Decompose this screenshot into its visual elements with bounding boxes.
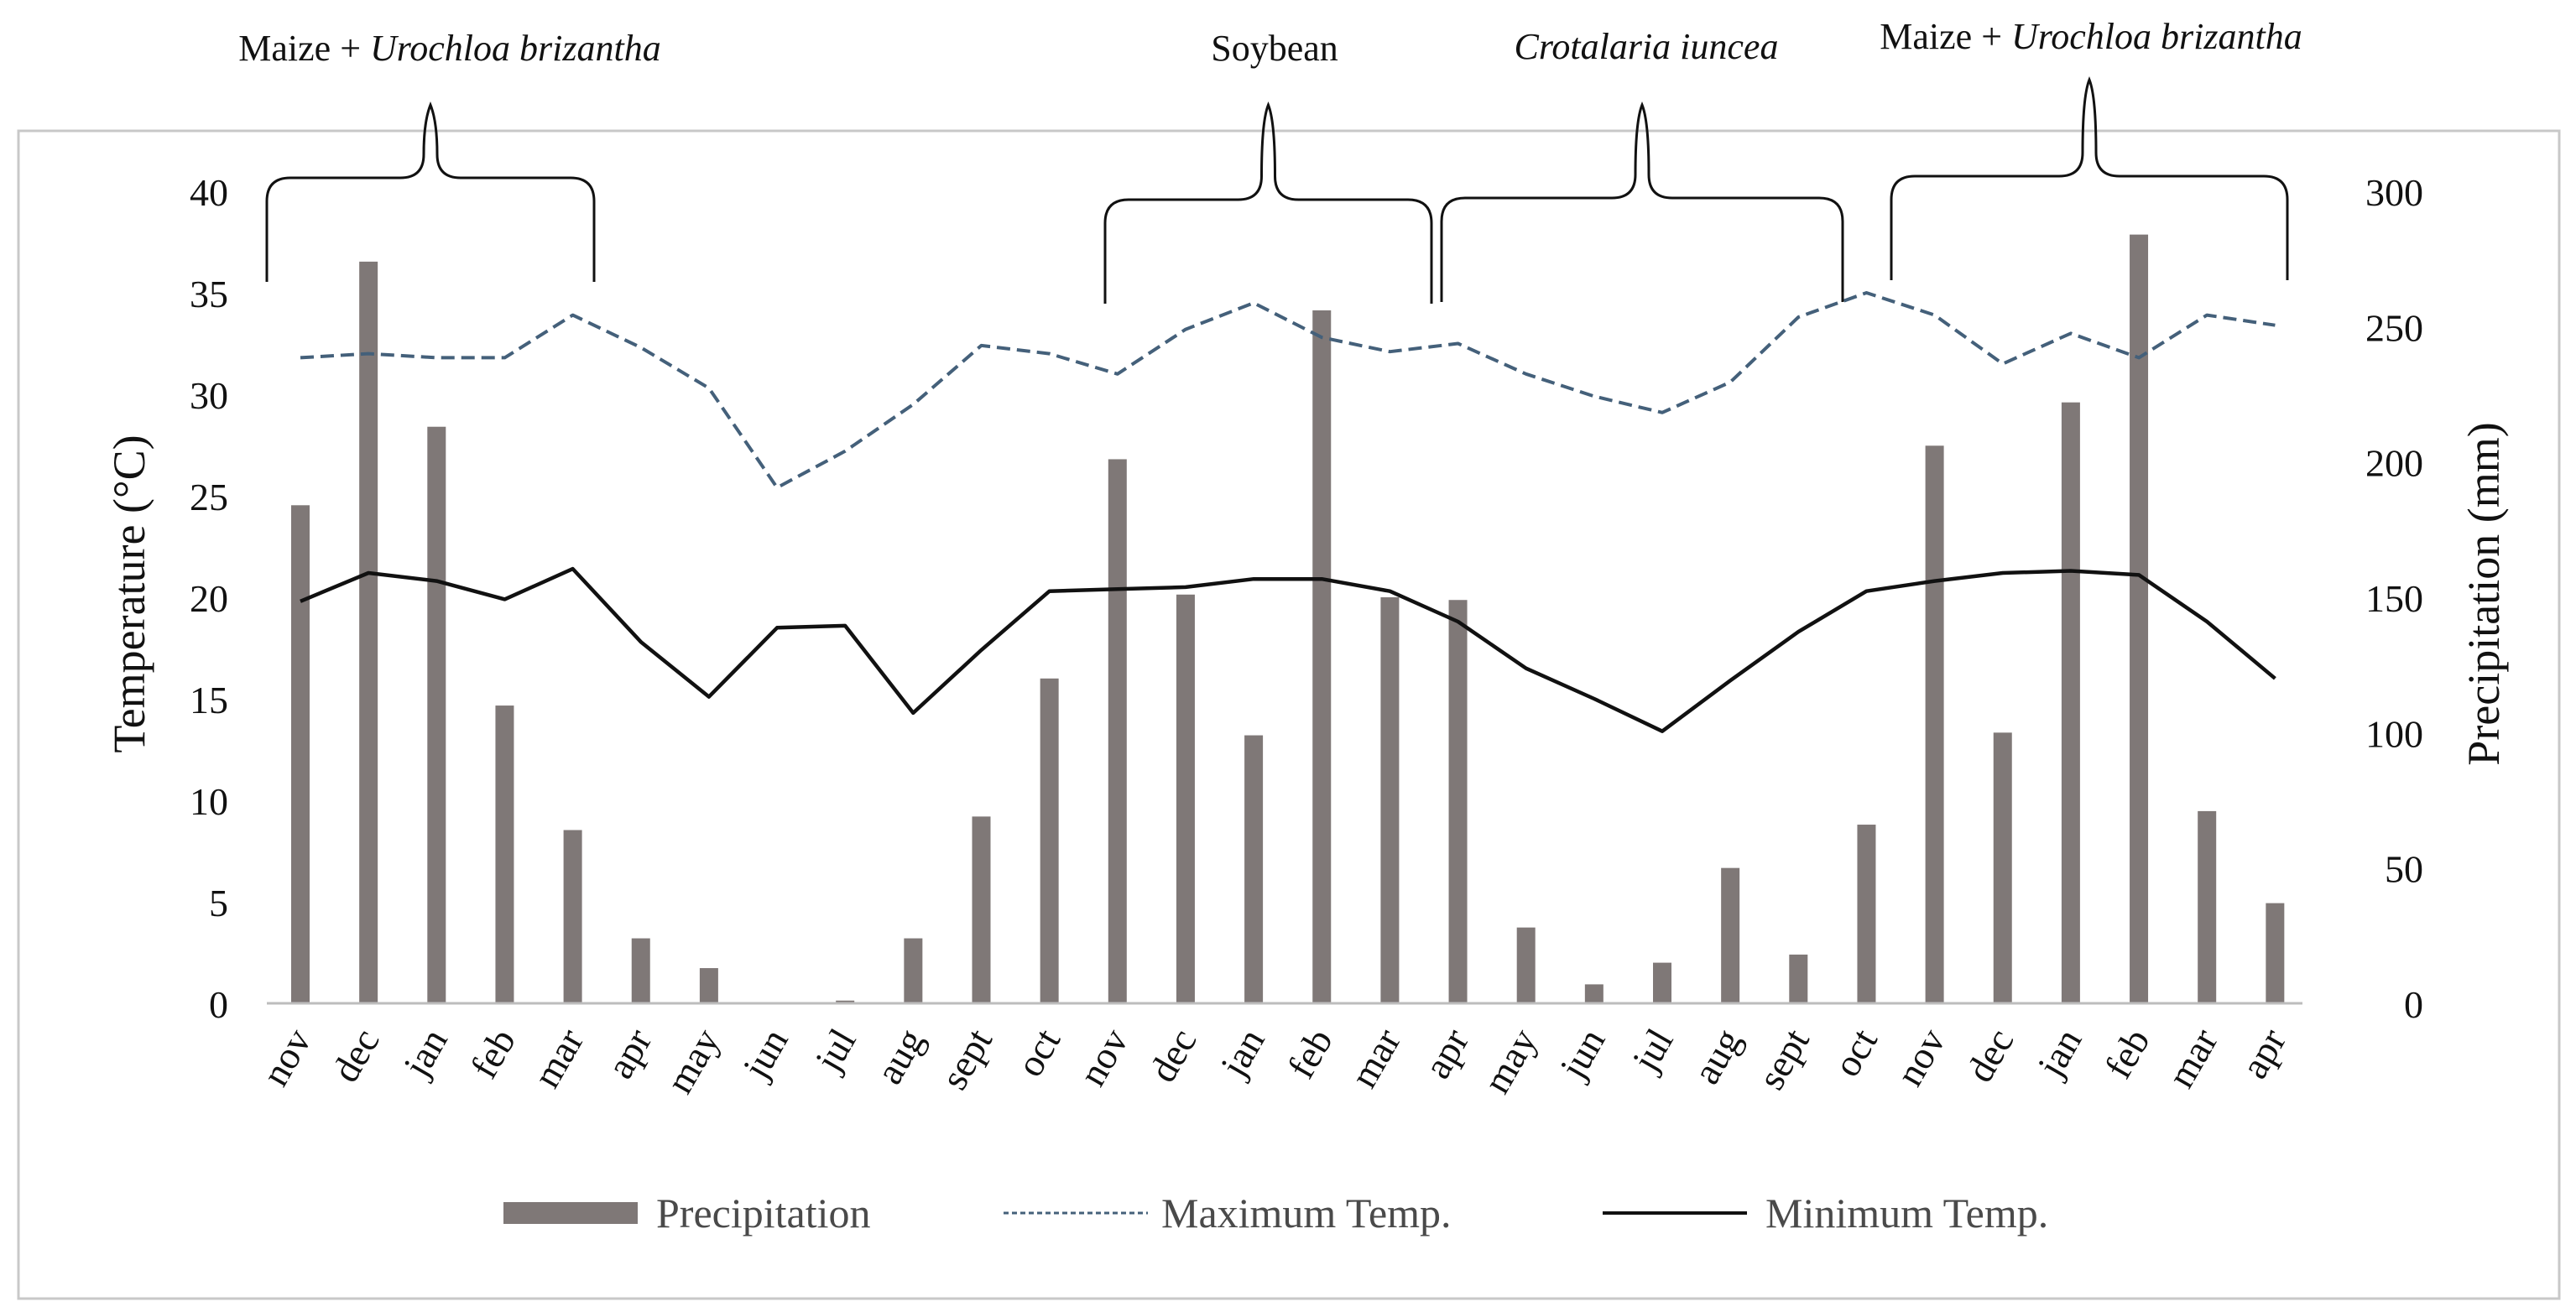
y-right-tick-label: 300: [2365, 171, 2423, 214]
x-tick-label: may: [658, 1022, 728, 1101]
x-tick-label: jul: [1623, 1022, 1681, 1080]
x-tick-label: sept: [932, 1021, 1000, 1096]
y-left-tick-label: 10: [190, 780, 228, 823]
precipitation-bar: [495, 705, 514, 1003]
crop-period-label: Crotalaria iuncea: [1515, 26, 1779, 67]
precipitation-bar: [1312, 310, 1332, 1003]
precipitation-bar: [1857, 825, 1876, 1003]
precipitation-bar: [291, 505, 310, 1003]
x-tick-label: feb: [462, 1022, 524, 1086]
y-right-tick-label: 200: [2365, 442, 2423, 485]
precipitation-bar: [2198, 810, 2217, 1003]
x-tick-label: nov: [253, 1022, 320, 1093]
x-tick-label: nov: [1888, 1022, 1954, 1093]
y-right-tick-label: 50: [2385, 848, 2423, 891]
precipitation-bar: [1721, 867, 1740, 1003]
x-tick-label: dec: [1958, 1022, 2021, 1090]
x-tick-label: may: [1475, 1022, 1546, 1101]
crop-period-brace: [1440, 101, 1844, 302]
x-tick-label: dec: [1141, 1022, 1205, 1090]
crop-period-label: Soybean: [1211, 28, 1338, 69]
x-tick-label: jul: [806, 1022, 863, 1080]
precipitation-bar: [904, 938, 923, 1003]
x-tick-label: feb: [1279, 1022, 1341, 1086]
precipitation-bar: [1176, 594, 1195, 1003]
temperature-lines: [300, 291, 2276, 733]
y-right-tick-label: 0: [2404, 983, 2423, 1026]
precipitation-bar: [836, 1000, 855, 1003]
x-tick-label: sept: [1749, 1021, 1817, 1096]
crop-period-brace: [265, 101, 596, 282]
precipitation-bar: [1448, 600, 1468, 1003]
x-tick-label: aug: [868, 1022, 932, 1091]
precipitation-bar: [972, 816, 991, 1003]
y-right-tick-label: 250: [2365, 306, 2423, 349]
crop-period-brace: [1103, 101, 1433, 304]
precipitation-bar: [1108, 459, 1127, 1003]
crop-period-label: Maize + Urochloa brizantha: [1880, 16, 2302, 57]
maximum-temp-line: [300, 291, 2276, 490]
precipitation-bar: [359, 261, 378, 1004]
legend-swatch-precipitation: [503, 1202, 638, 1224]
x-tick-label: dec: [324, 1022, 388, 1090]
crop-period-label: Maize + Urochloa brizantha: [238, 28, 660, 69]
legend-label: Precipitation: [656, 1190, 871, 1237]
crop-period-annotations: Maize + Urochloa brizantha Soybean Crotala…: [238, 16, 2302, 304]
precipitation-bar: [563, 830, 582, 1003]
y-right-tick-label: 150: [2365, 577, 2423, 620]
y-left-tick-label: 5: [209, 882, 228, 924]
y-left-tick-label: 35: [190, 273, 228, 315]
precipitation-bar: [1653, 962, 1671, 1003]
precipitation-bar: [1993, 732, 2012, 1003]
precipitation-bar: [2130, 234, 2149, 1003]
y-left-tick-label: 40: [190, 171, 228, 214]
x-tick-label: feb: [2096, 1022, 2158, 1086]
precipitation-bar: [1925, 445, 1944, 1003]
y-left-tick-label: 25: [190, 476, 228, 518]
y-left-axis-title: Temperature (°C): [104, 435, 154, 752]
x-tick-label: mar: [2159, 1022, 2226, 1095]
x-tick-label: jun: [1551, 1022, 1614, 1087]
y-left-tick-label: 15: [190, 679, 228, 721]
x-tick-label: aug: [1684, 1022, 1749, 1091]
legend-label: Minimum Temp.: [1765, 1190, 2048, 1237]
x-tick-label: jan: [2028, 1022, 2089, 1086]
x-tick-label: apr: [598, 1022, 660, 1086]
legend-label: Maximum Temp.: [1161, 1190, 1452, 1237]
precipitation-bar: [1516, 927, 1536, 1003]
precipitation-bar: [699, 968, 718, 1003]
y-right-tick-label: 100: [2365, 712, 2423, 755]
x-tick-label: nov: [1071, 1022, 1137, 1093]
precipitation-bar: [2266, 903, 2285, 1003]
precipitation-bar: [1040, 678, 1059, 1003]
x-tick-label: mar: [524, 1022, 592, 1095]
precipitation-bars: [291, 234, 2285, 1004]
y-right-axis-title: Precipitation (mm): [2459, 422, 2509, 765]
x-tick-label: oct: [1825, 1021, 1885, 1083]
x-tick-label: jun: [733, 1022, 796, 1087]
precipitation-bar: [2061, 402, 2080, 1003]
precipitation-bar: [1584, 984, 1603, 1003]
precipitation-bar: [1244, 735, 1264, 1003]
x-tick-label: oct: [1008, 1021, 1068, 1083]
y-left-tick-label: 30: [190, 374, 228, 417]
precipitation-bar: [427, 426, 446, 1004]
minimum-temp-line: [300, 566, 2276, 733]
legend: Precipitation Maximum Temp. Minimum Temp.: [503, 1190, 2048, 1237]
x-tick-label: jan: [394, 1022, 456, 1086]
x-tick-label: jan: [1211, 1022, 1272, 1086]
y-left-tick-label: 0: [209, 983, 228, 1026]
precipitation-bar: [1380, 597, 1400, 1003]
x-tick-label: apr: [2233, 1022, 2295, 1086]
chart-frame: [17, 129, 2561, 1300]
x-tick-label: mar: [1342, 1022, 1409, 1095]
y-left-tick-label: 20: [190, 577, 228, 620]
crop-period-brace: [1890, 75, 2289, 280]
x-tick-label: apr: [1416, 1022, 1478, 1086]
precipitation-bar: [631, 938, 650, 1003]
precipitation-bar: [1789, 954, 1808, 1003]
